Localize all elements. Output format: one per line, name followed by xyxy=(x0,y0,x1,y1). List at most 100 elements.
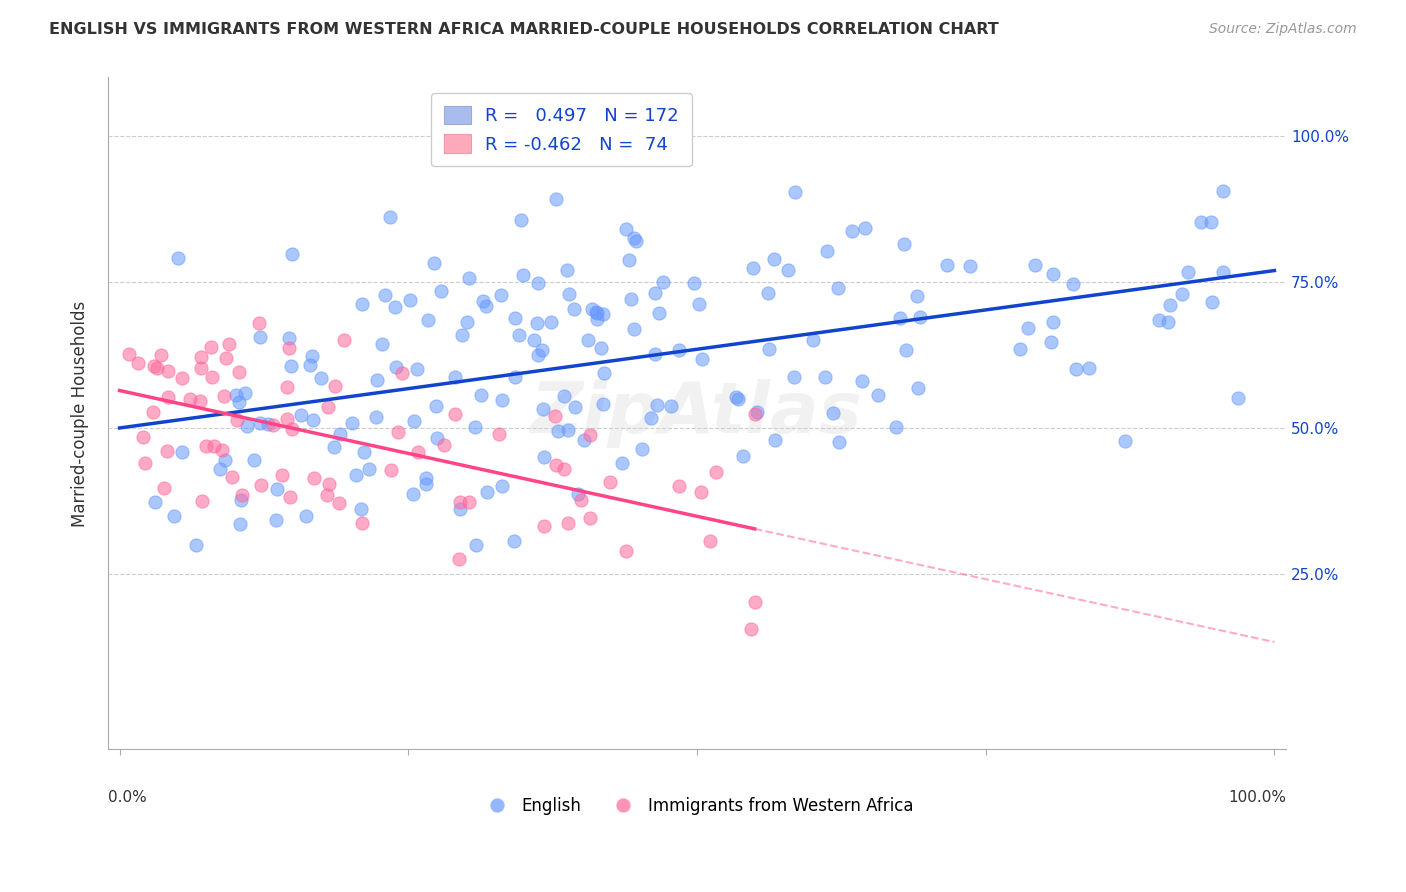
Text: ZipAtlas: ZipAtlas xyxy=(531,379,863,448)
Point xyxy=(758,342,780,356)
Point xyxy=(212,389,235,403)
Point xyxy=(762,252,785,266)
Point xyxy=(648,306,671,320)
Point xyxy=(450,328,472,343)
Point xyxy=(908,310,931,325)
Point xyxy=(1042,267,1064,281)
Point xyxy=(614,544,637,558)
Text: ENGLISH VS IMMIGRANTS FROM WESTERN AFRICA MARRIED-COUPLE HOUSEHOLDS CORRELATION : ENGLISH VS IMMIGRANTS FROM WESTERN AFRIC… xyxy=(49,22,998,37)
Point xyxy=(118,347,141,361)
Point xyxy=(614,221,637,235)
Point xyxy=(491,288,513,302)
Point xyxy=(449,501,471,516)
Point xyxy=(557,516,579,530)
Point xyxy=(359,462,381,476)
Point xyxy=(727,392,749,407)
Point xyxy=(166,251,188,265)
Point xyxy=(464,538,486,552)
Point xyxy=(247,316,270,330)
Point xyxy=(688,297,710,311)
Point xyxy=(208,462,231,476)
Point xyxy=(581,301,603,316)
Point xyxy=(889,311,911,326)
Point xyxy=(1201,294,1223,309)
Point xyxy=(190,360,212,375)
Point xyxy=(444,407,467,421)
Point xyxy=(350,516,373,530)
Point xyxy=(172,445,194,459)
Point xyxy=(416,313,439,327)
Point xyxy=(233,386,256,401)
Point xyxy=(329,427,352,442)
Point xyxy=(579,427,602,442)
Point xyxy=(201,369,224,384)
Point xyxy=(503,533,526,548)
Point xyxy=(385,360,408,375)
Point xyxy=(782,370,804,384)
Point xyxy=(228,365,250,379)
Point xyxy=(156,363,179,377)
Point xyxy=(586,312,609,326)
Point xyxy=(333,333,356,347)
Point xyxy=(668,343,690,357)
Point xyxy=(1078,361,1101,376)
Point xyxy=(318,400,340,414)
Point xyxy=(262,417,284,432)
Point xyxy=(509,212,531,227)
Point xyxy=(447,552,470,566)
Point xyxy=(592,397,614,411)
Point xyxy=(298,359,321,373)
Point xyxy=(905,288,928,302)
Point xyxy=(415,471,437,485)
Point xyxy=(309,371,332,385)
Point xyxy=(644,285,666,300)
Point xyxy=(290,408,312,422)
Point xyxy=(257,417,280,431)
Point xyxy=(562,301,585,316)
Point xyxy=(690,351,713,366)
Y-axis label: Married-couple Households: Married-couple Households xyxy=(72,301,89,526)
Point xyxy=(544,409,567,423)
Point xyxy=(1159,297,1181,311)
Point xyxy=(491,392,513,407)
Point xyxy=(1017,321,1039,335)
Point xyxy=(399,293,422,308)
Point xyxy=(402,414,425,428)
Point xyxy=(884,420,907,434)
Point xyxy=(1039,335,1062,350)
Text: 0.0%: 0.0% xyxy=(108,789,146,805)
Point xyxy=(387,425,409,440)
Point xyxy=(384,300,406,314)
Point xyxy=(557,286,579,301)
Point xyxy=(1024,259,1046,273)
Point xyxy=(243,453,266,467)
Point xyxy=(364,409,387,424)
Point xyxy=(449,495,471,509)
Point xyxy=(1008,342,1031,356)
Point xyxy=(406,362,429,376)
Point xyxy=(228,517,250,532)
Point xyxy=(172,371,194,385)
Point xyxy=(619,292,641,306)
Point xyxy=(623,322,645,336)
Point xyxy=(402,486,425,500)
Point xyxy=(415,477,437,491)
Point xyxy=(156,390,179,404)
Point xyxy=(211,442,233,457)
Point xyxy=(433,438,456,452)
Point xyxy=(179,392,201,406)
Point xyxy=(531,401,554,416)
Point xyxy=(302,413,325,427)
Point xyxy=(610,456,633,470)
Point xyxy=(814,369,837,384)
Point xyxy=(599,475,621,490)
Point xyxy=(1201,215,1223,229)
Point xyxy=(1171,286,1194,301)
Point xyxy=(464,420,486,434)
Point xyxy=(200,340,222,354)
Point xyxy=(531,343,554,358)
Point xyxy=(366,374,388,388)
Point xyxy=(127,356,149,370)
Point xyxy=(214,453,236,467)
Point xyxy=(586,305,609,319)
